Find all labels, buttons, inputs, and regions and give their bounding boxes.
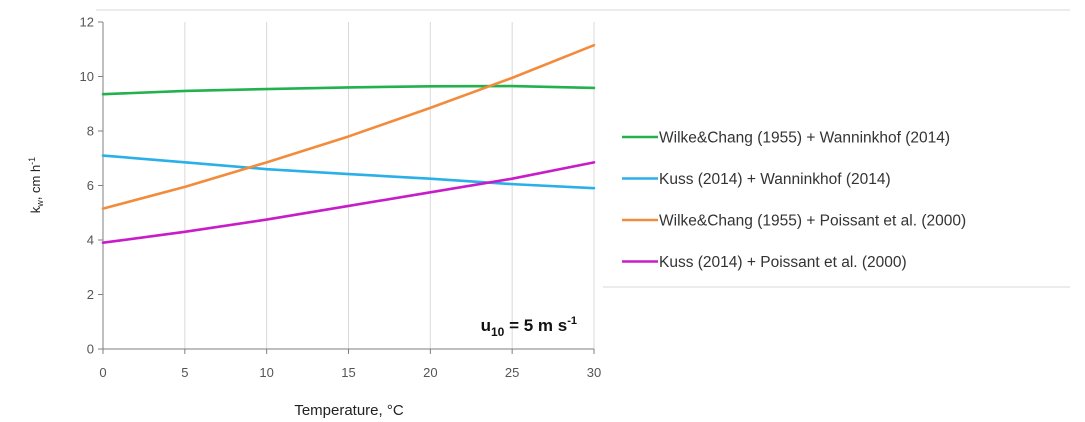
x-axis-title: Temperature, °C	[294, 402, 404, 419]
x-tick-label: 15	[341, 365, 355, 380]
y-tick-label: 2	[87, 287, 94, 302]
x-tick-label: 5	[181, 365, 188, 380]
x-tick-label: 30	[587, 365, 601, 380]
series-line-3	[101, 161, 596, 245]
series-line-0	[101, 84, 596, 96]
x-tick-label: 20	[423, 365, 437, 380]
y-axis-title: kw, cm h-1	[27, 157, 45, 213]
x-tick-label: 25	[505, 365, 519, 380]
annotation-sub: 10	[491, 325, 505, 339]
legend-label-2: Wilke&Chang (1955) + Poissant et al. (20…	[659, 213, 966, 230]
legend: Wilke&Chang (1955) + Wanninkhof (2014) Ku…	[622, 130, 966, 271]
y-tick-label: 12	[80, 15, 94, 30]
series-line-2	[101, 43, 596, 210]
plot-area	[101, 43, 596, 245]
legend-label-3: Kuss (2014) + Poissant et al. (2000)	[659, 254, 907, 271]
y-axis-title-main: k	[28, 206, 43, 213]
legend-label-1: Kuss (2014) + Wanninkhof (2014)	[659, 171, 891, 188]
y-tick-label: 10	[80, 69, 94, 84]
y-axis-title-mid: , cm h	[28, 165, 43, 200]
y-tick-label: 0	[87, 342, 94, 357]
y-tick-label: 6	[87, 178, 94, 193]
x-tick-label: 0	[99, 365, 106, 380]
y-axis-title-sub: w	[35, 200, 45, 208]
y-tick-label: 4	[87, 233, 94, 248]
annotation-sup: -1	[567, 315, 577, 327]
annotation-main: u	[481, 316, 491, 335]
series-line-1	[101, 154, 596, 190]
y-axis-title-sup: -1	[27, 157, 37, 165]
chart-annotation: u10 = 5 m s-1	[481, 315, 577, 339]
y-tick-label: 8	[87, 124, 94, 139]
legend-label-0: Wilke&Chang (1955) + Wanninkhof (2014)	[659, 130, 950, 147]
annotation-mid: = 5 m s	[504, 316, 567, 335]
x-tick-label: 10	[259, 365, 273, 380]
axes: 0 2 4 6 8 10 12 0 5 10 15 20 25 30	[80, 15, 602, 381]
